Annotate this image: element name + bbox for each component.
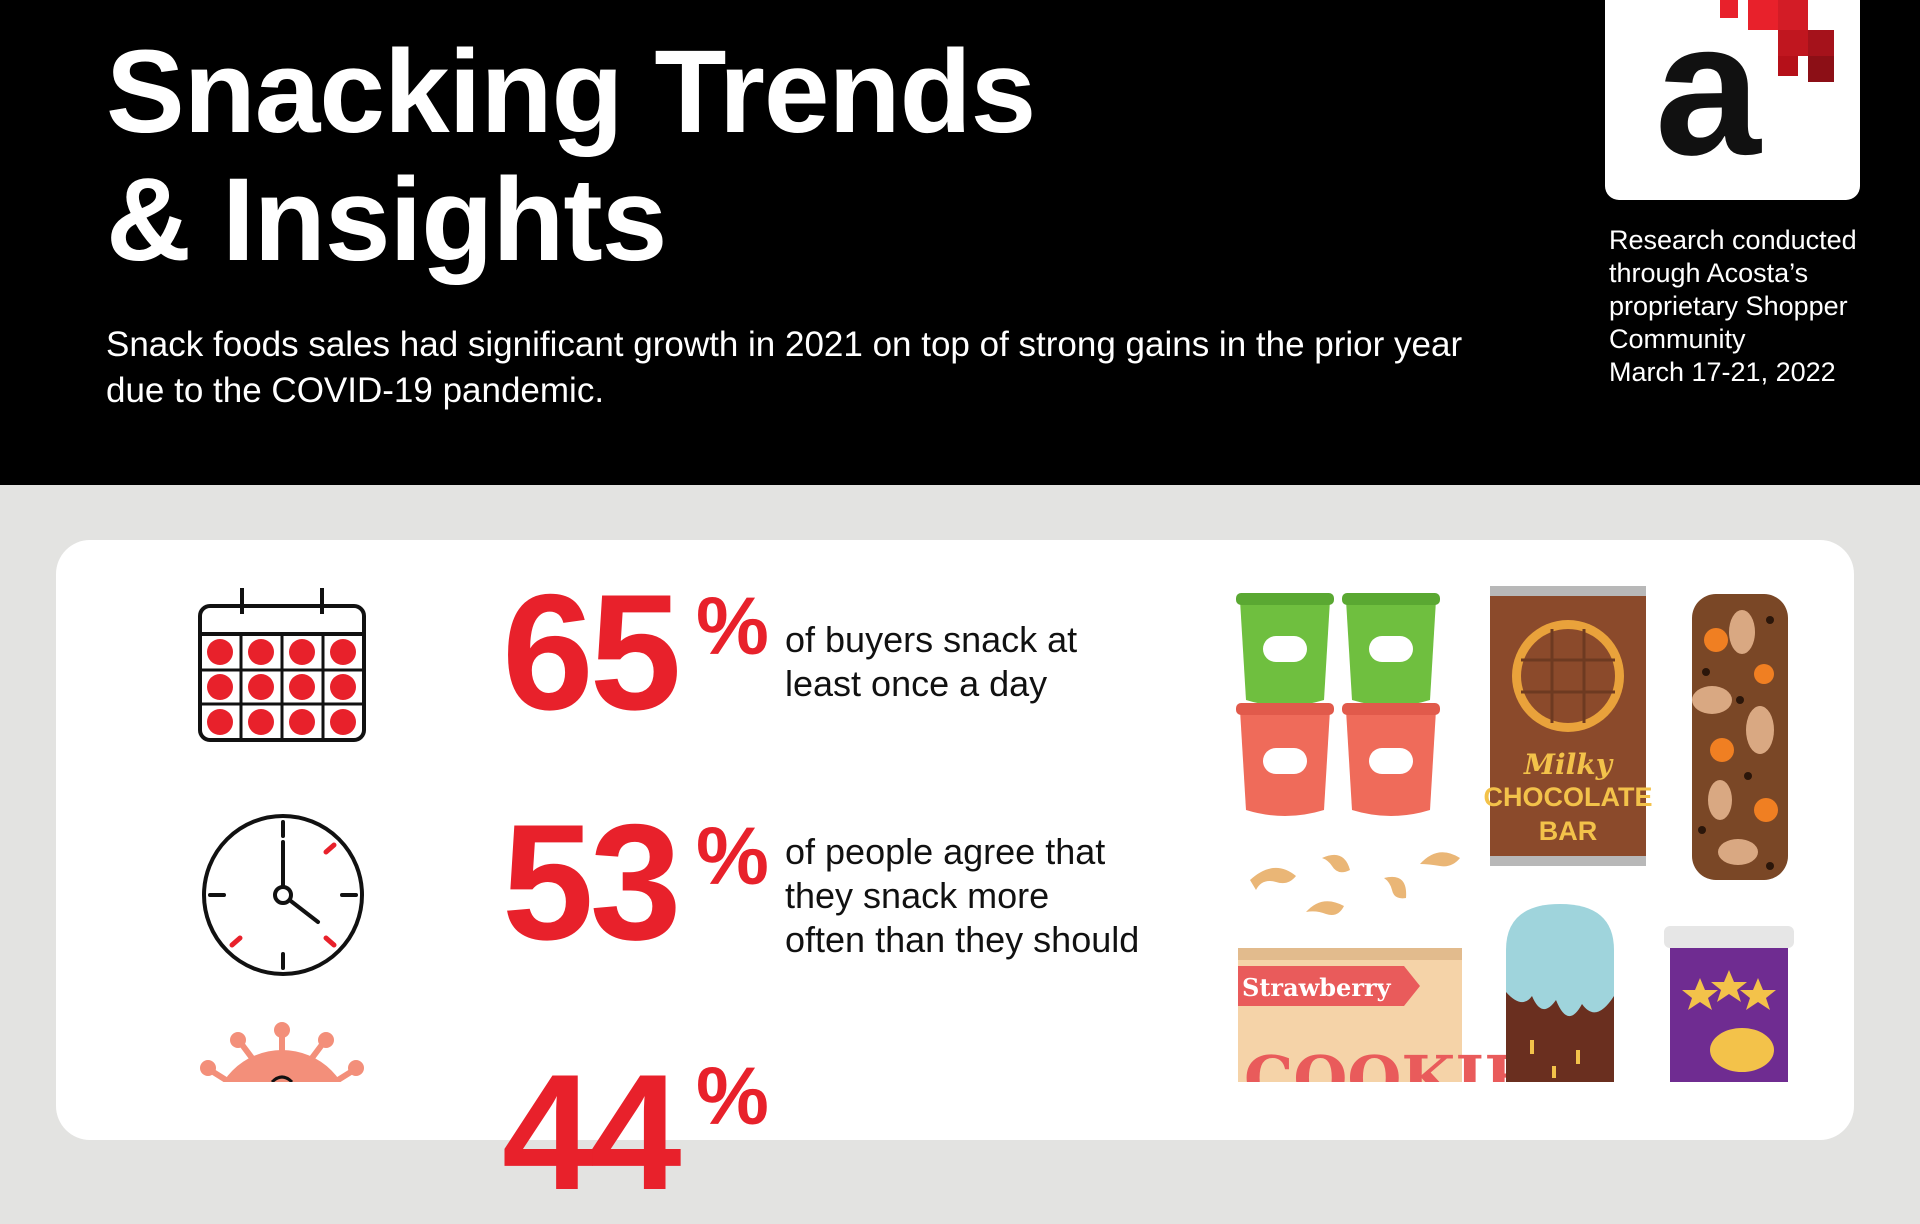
header-banner: Snacking Trends & Insights Snack foods s… — [0, 0, 1920, 485]
stat-number: 53 — [502, 790, 682, 974]
stat-percent-sign: % — [696, 811, 769, 902]
stat-description: of people agree that they snack more oft… — [785, 830, 1139, 962]
research-note: Research conducted through Acosta’s prop… — [1609, 224, 1909, 389]
research-line: through Acosta’s — [1609, 258, 1809, 288]
logo-pixel-mark — [1720, 0, 1834, 82]
chocolate-label-main: CHOCOLATE — [1484, 782, 1653, 812]
research-line: Research conducted — [1609, 225, 1857, 255]
snacks-illustration: Milky CHOCOLATE BAR — [1236, 586, 1794, 1082]
chocolate-label-brand: Milky — [1523, 748, 1614, 781]
page-subtitle: Snack foods sales had significant growth… — [106, 325, 1463, 410]
cookie-box-banner: Strawberry — [1242, 973, 1392, 1002]
yogurt-cups-illustration — [1236, 593, 1440, 816]
stat-number: 65 — [502, 560, 682, 744]
page-title: Snacking Trends & Insights — [106, 26, 1036, 286]
research-date: March 17-21, 2022 — [1609, 357, 1836, 387]
stat-line: of buyers snack at — [785, 619, 1078, 660]
virus-icon — [200, 1022, 364, 1082]
chips-can-illustration — [1664, 926, 1794, 1082]
acosta-logo: a — [1605, 0, 1860, 200]
chocolate-label-sub: BAR — [1539, 816, 1598, 846]
title-line-1: Snacking Trends — [106, 26, 1036, 158]
title-line-2: & Insights — [106, 154, 667, 286]
popsicle-illustration — [1506, 904, 1614, 1082]
stat-line: of people agree that — [785, 831, 1106, 872]
stat-percent-sign: % — [696, 581, 769, 672]
stat-description: of buyers snack at least once a day — [785, 618, 1077, 706]
cashews-illustration — [1250, 852, 1460, 915]
research-line: proprietary Shopper — [1609, 291, 1848, 321]
research-line: Community — [1609, 324, 1746, 354]
stat-line: they snack more — [785, 875, 1050, 916]
calendar-icon — [198, 588, 366, 742]
granola-bar-illustration — [1692, 594, 1788, 880]
cookie-box-illustration: Strawberry COOKIE — [1238, 948, 1532, 1082]
clock-icon — [202, 814, 364, 976]
logo-letter: a — [1655, 0, 1761, 195]
chocolate-bar-illustration: Milky CHOCOLATE BAR — [1484, 586, 1653, 866]
cookie-box-title: COOKIE — [1244, 1042, 1532, 1082]
stat-line: least once a day — [785, 663, 1048, 704]
stat-line: often than they should — [785, 919, 1140, 960]
